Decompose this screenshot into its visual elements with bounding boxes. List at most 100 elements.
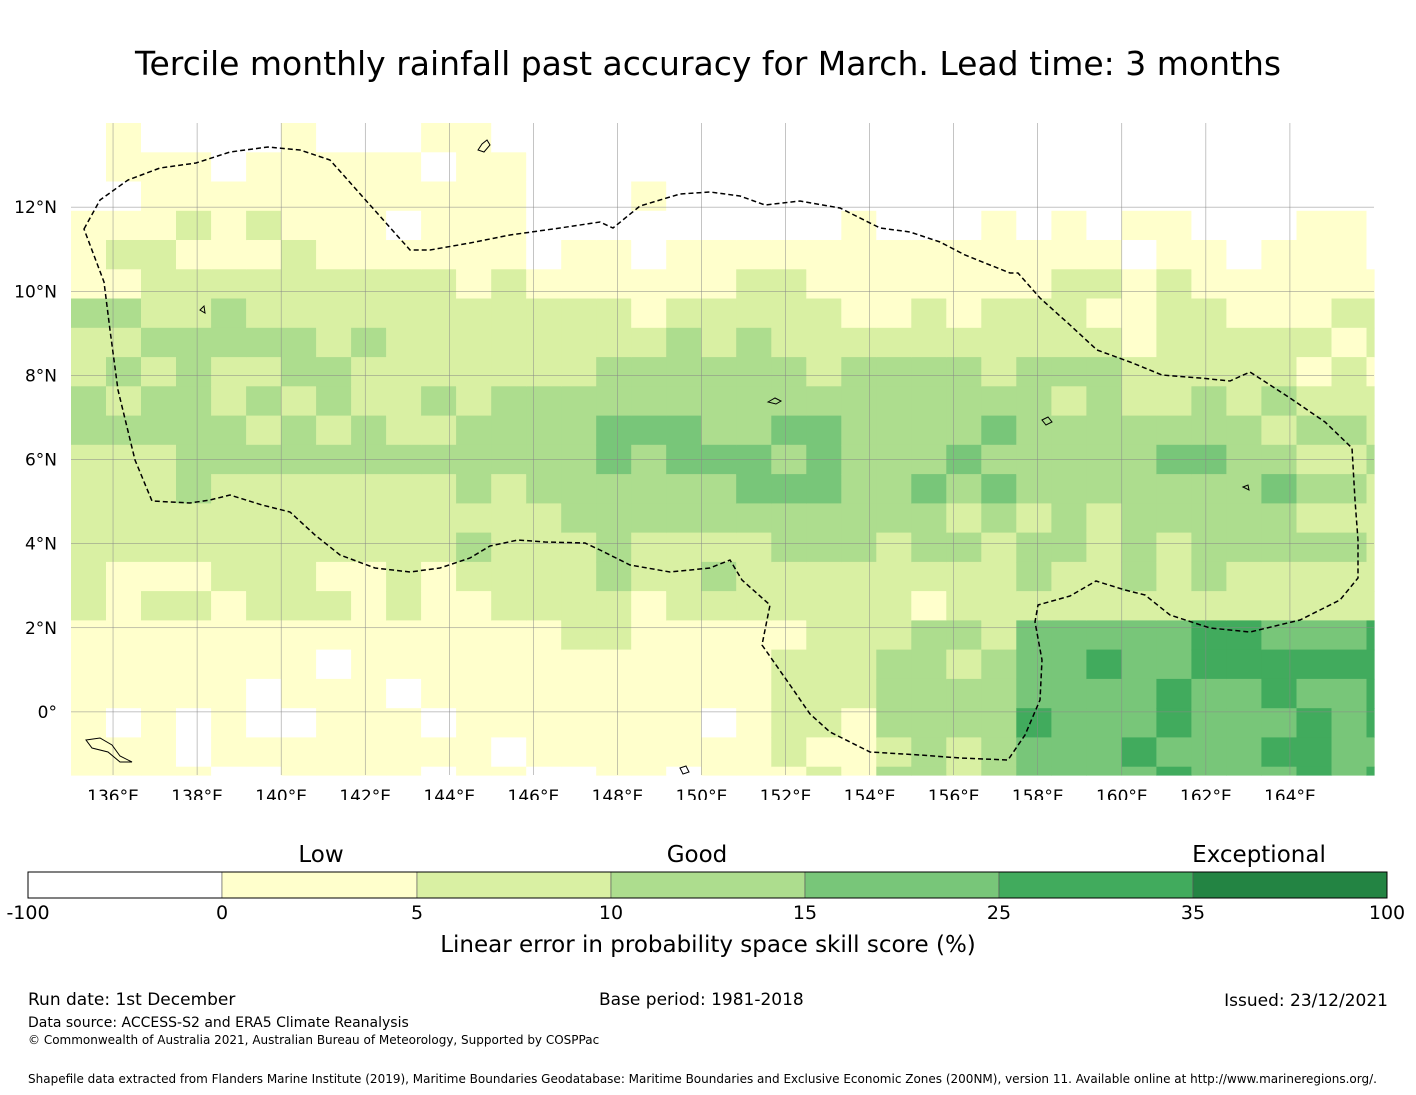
skill-cell (701, 678, 737, 709)
skill-cell (141, 386, 177, 417)
skill-cell (596, 678, 632, 709)
skill-cell (701, 210, 737, 241)
lon-label: 154°E (844, 787, 896, 800)
skill-cell (421, 357, 457, 387)
skill-cell (1191, 210, 1227, 241)
skill-cell (771, 503, 807, 534)
skill-cell (281, 269, 317, 300)
skill-cell (1261, 327, 1297, 358)
lat-label: 2°N (25, 619, 57, 639)
skill-cell (1121, 327, 1157, 358)
skill-cell (1086, 327, 1122, 358)
skill-cell (456, 327, 492, 358)
skill-cell (1261, 649, 1297, 680)
skill-cell (1156, 503, 1192, 534)
skill-cell (71, 210, 107, 241)
skill-cell (1331, 561, 1368, 592)
skill-cell (491, 766, 527, 776)
skill-cell (911, 474, 947, 504)
skill-cell (106, 210, 142, 241)
skill-cell (1086, 708, 1122, 739)
skill-cell (596, 503, 632, 534)
skill-cell (1331, 152, 1368, 183)
skill-cell (491, 123, 527, 153)
skill-cell (176, 649, 212, 680)
skill-cell (1051, 737, 1087, 768)
skill-cell (981, 210, 1017, 241)
skill-cell (1191, 474, 1227, 504)
skill-cell (1121, 678, 1157, 709)
skill-cell (701, 357, 737, 387)
skill-cell (491, 591, 527, 621)
skill-cell (701, 474, 737, 504)
skill-cell (176, 269, 212, 300)
skill-cell (141, 532, 177, 563)
skill-cell (386, 386, 422, 417)
skill-cell (666, 737, 702, 768)
skill-cell (876, 210, 912, 241)
skill-cell (176, 561, 212, 592)
skill-cell (1086, 210, 1122, 241)
skill-cell (1366, 269, 1375, 300)
skill-cell (1366, 386, 1375, 417)
skill-cell (946, 357, 982, 387)
skill-cell (981, 503, 1017, 534)
skill-cell (841, 737, 877, 768)
skill-cell (1296, 474, 1333, 504)
skill-cell (141, 766, 177, 776)
skill-cell (631, 532, 667, 563)
skill-cell (456, 737, 492, 768)
skill-cell (316, 386, 352, 417)
skill-cell (1086, 591, 1122, 621)
skill-cell (106, 181, 142, 212)
skill-cell (211, 269, 247, 300)
skill-cell (981, 298, 1017, 329)
skill-cell (351, 181, 387, 212)
skill-cell (981, 386, 1017, 417)
skill-cell (701, 766, 737, 776)
skill-cell (1261, 532, 1297, 563)
skill-cell (176, 532, 212, 563)
skill-cell (876, 708, 912, 739)
skill-cell (771, 210, 807, 241)
skill-cell (141, 240, 177, 270)
skill-cell (946, 269, 982, 300)
skill-cell (316, 123, 352, 153)
skill-cell (1191, 737, 1227, 768)
skill-cell (386, 327, 422, 358)
skill-cell (701, 708, 737, 739)
skill-cell (386, 181, 422, 212)
skill-cell (71, 708, 107, 739)
eez-boundary (83, 146, 1359, 761)
skill-cell (456, 678, 492, 709)
skill-cell (456, 561, 492, 592)
skill-cell (246, 737, 282, 768)
skill-cell (631, 210, 667, 241)
skill-cell (841, 708, 877, 739)
skill-cell (456, 181, 492, 212)
skill-cell (806, 532, 842, 563)
skill-cell (981, 357, 1017, 387)
skill-cell (911, 386, 947, 417)
graticule (71, 123, 1374, 775)
skill-cell (211, 678, 247, 709)
island-guam (477, 139, 491, 153)
skill-cell (1366, 474, 1375, 504)
skill-cell (1226, 737, 1262, 768)
skill-cell (526, 415, 562, 446)
skill-cell (246, 561, 282, 592)
skill-cell (386, 210, 422, 241)
skill-cell (106, 737, 142, 768)
skill-cell (106, 766, 142, 776)
skill-cell (281, 737, 317, 768)
skill-cell (911, 357, 947, 387)
skill-cell (491, 415, 527, 446)
skill-cell (1331, 766, 1368, 776)
skill-cell (141, 415, 177, 446)
skill-cell (1016, 123, 1052, 153)
skill-cell (771, 152, 807, 183)
skill-cell (596, 649, 632, 680)
skill-cell (316, 269, 352, 300)
skill-cell (1016, 386, 1052, 417)
skill-cell (701, 503, 737, 534)
